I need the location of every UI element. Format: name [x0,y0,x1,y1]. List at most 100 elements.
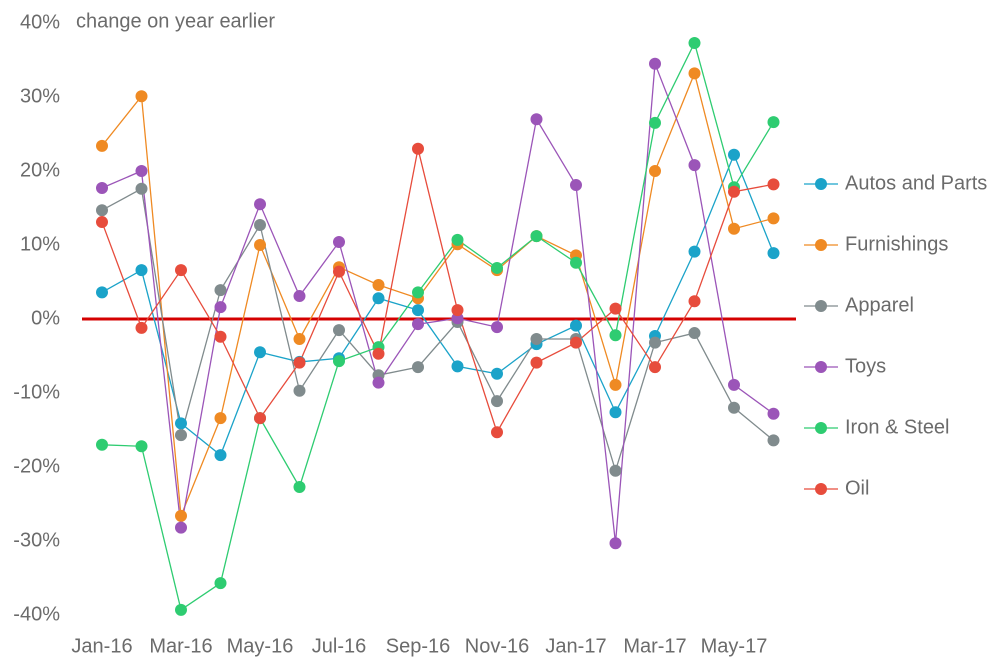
x-tick-label: Jan-16 [71,635,132,657]
point [175,509,187,522]
point [767,247,780,260]
point [96,286,108,299]
x-tick-label: May-17 [701,635,768,657]
point [728,222,740,235]
point [570,336,582,349]
point [412,318,424,331]
point [609,329,622,342]
point [570,256,582,269]
point [175,521,187,534]
point [767,212,780,225]
point [333,355,345,368]
point [293,356,306,369]
series-line [101,187,774,473]
point [451,304,464,317]
point [491,321,503,334]
point [175,603,187,616]
point [728,185,740,198]
point [214,301,227,314]
series-line [101,148,774,434]
point [609,464,622,477]
legend-label: Apparel [845,294,914,316]
series-line [101,41,775,611]
point [293,384,306,397]
point [96,182,108,195]
y-tick-label: -10% [13,381,60,403]
point [688,67,701,80]
point [214,577,227,590]
point [609,302,622,315]
point [530,356,543,369]
point [609,406,622,419]
x-tick-label: Jul-16 [312,635,366,657]
point [767,407,780,420]
point [649,361,661,374]
point [293,480,306,493]
point [214,412,227,425]
point [254,346,266,359]
point [412,304,424,317]
y-tick-label: -30% [13,529,60,551]
y-tick-label: 0% [31,307,60,329]
point [767,178,780,191]
point [214,330,227,343]
point [570,179,582,192]
annotation: change on year earlier [76,10,275,32]
point [214,449,227,462]
point [649,116,661,129]
point [412,286,424,299]
point [372,292,385,305]
point [728,148,740,161]
point [254,219,266,232]
point [293,290,306,303]
point [688,159,701,172]
point [135,440,148,453]
point [530,230,543,243]
point [372,376,385,389]
point [530,332,543,345]
point [649,336,661,349]
point [254,412,266,425]
point [728,401,740,414]
point [412,361,424,374]
point [372,347,385,360]
x-tick-label: Jan-17 [545,635,606,657]
x-tick-label: Mar-16 [149,635,212,657]
legend-label: Furnishings [845,233,948,255]
y-tick-label: -40% [13,603,60,625]
legend-label: Toys [845,355,886,377]
point [333,324,345,337]
point [767,434,780,447]
series-line [101,152,775,457]
legend-marker [815,422,827,434]
legend-label: Oil [845,477,869,499]
point [96,216,108,229]
point [96,204,108,217]
point [688,245,701,258]
point [372,278,385,291]
point [491,261,503,274]
y-tick-label: 40% [20,11,60,33]
point [135,182,148,195]
point [451,360,464,373]
legend-marker [815,239,827,251]
x-tick-label: Nov-16 [465,635,529,657]
point [333,265,345,278]
point [688,36,701,49]
x-tick-label: Mar-17 [623,635,686,657]
point [688,295,701,308]
point [175,429,187,442]
point [135,165,148,177]
point [96,139,108,152]
point [254,239,266,251]
point [570,319,582,332]
point [649,57,661,70]
point [767,116,780,129]
point [688,327,701,340]
point [135,321,148,334]
point [649,165,661,177]
y-tick-label: 20% [20,159,60,181]
point [728,378,740,391]
legend-label: Iron & Steel [845,416,950,438]
point [412,142,424,155]
